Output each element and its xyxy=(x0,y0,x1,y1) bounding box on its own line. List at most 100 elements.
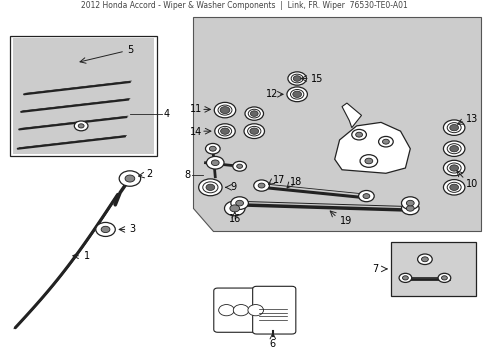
Text: 10: 10 xyxy=(466,179,478,189)
Circle shape xyxy=(198,179,222,196)
Circle shape xyxy=(449,145,458,152)
Circle shape xyxy=(214,124,235,139)
Text: 5: 5 xyxy=(127,45,133,55)
Circle shape xyxy=(443,120,464,135)
Circle shape xyxy=(382,139,388,144)
Circle shape xyxy=(244,107,263,120)
Text: 19: 19 xyxy=(339,216,351,226)
Text: 1: 1 xyxy=(83,251,89,261)
Circle shape xyxy=(244,124,264,139)
Circle shape xyxy=(406,200,413,206)
Circle shape xyxy=(248,109,260,118)
FancyBboxPatch shape xyxy=(213,288,267,332)
Circle shape xyxy=(358,190,373,202)
Circle shape xyxy=(449,184,458,190)
Circle shape xyxy=(401,197,418,210)
Text: 8: 8 xyxy=(184,170,190,180)
Circle shape xyxy=(232,161,246,171)
Circle shape xyxy=(290,90,303,99)
Circle shape xyxy=(402,276,407,280)
Text: 2012 Honda Accord - Wiper & Washer Components  |  Link, FR. Wiper  76530-TE0-A01: 2012 Honda Accord - Wiper & Washer Compo… xyxy=(81,1,407,10)
Circle shape xyxy=(449,165,458,171)
Circle shape xyxy=(290,74,303,83)
Circle shape xyxy=(235,200,243,206)
Circle shape xyxy=(218,305,234,316)
Polygon shape xyxy=(193,17,480,231)
Circle shape xyxy=(355,132,362,137)
Circle shape xyxy=(351,129,366,140)
Circle shape xyxy=(224,201,244,216)
Circle shape xyxy=(421,257,427,262)
Circle shape xyxy=(447,182,460,192)
Text: 16: 16 xyxy=(228,214,241,224)
Text: 17: 17 xyxy=(272,175,285,185)
Bar xyxy=(10,36,157,156)
Text: 3: 3 xyxy=(129,224,135,234)
Text: 12: 12 xyxy=(265,89,278,99)
Circle shape xyxy=(230,197,248,210)
Circle shape xyxy=(247,305,263,316)
Circle shape xyxy=(247,126,261,136)
Circle shape xyxy=(249,128,258,134)
Circle shape xyxy=(74,121,88,131)
Circle shape xyxy=(447,123,460,133)
Circle shape xyxy=(443,141,464,157)
Circle shape xyxy=(364,158,372,164)
Text: 4: 4 xyxy=(163,109,170,118)
Text: 6: 6 xyxy=(269,338,275,348)
Circle shape xyxy=(233,305,248,316)
Circle shape xyxy=(209,146,216,151)
Circle shape xyxy=(203,182,218,193)
Circle shape xyxy=(401,202,418,215)
Circle shape xyxy=(125,175,135,182)
Circle shape xyxy=(218,126,231,136)
Circle shape xyxy=(206,157,224,169)
Circle shape xyxy=(253,180,269,191)
Bar xyxy=(13,38,154,154)
Circle shape xyxy=(214,102,235,118)
Circle shape xyxy=(378,136,392,147)
Polygon shape xyxy=(341,103,361,128)
Polygon shape xyxy=(334,122,409,173)
Circle shape xyxy=(101,226,110,233)
FancyBboxPatch shape xyxy=(252,286,295,334)
Circle shape xyxy=(78,124,84,128)
Text: 14: 14 xyxy=(189,127,202,137)
Circle shape xyxy=(437,273,450,283)
Circle shape xyxy=(236,164,242,168)
Text: 13: 13 xyxy=(466,114,478,124)
Circle shape xyxy=(441,276,447,280)
Circle shape xyxy=(398,273,411,283)
Text: 15: 15 xyxy=(310,73,323,84)
Text: 7: 7 xyxy=(371,264,378,274)
Text: 11: 11 xyxy=(189,104,202,114)
Circle shape xyxy=(447,144,460,154)
Circle shape xyxy=(362,194,369,199)
Circle shape xyxy=(205,184,214,190)
Circle shape xyxy=(96,222,115,237)
Circle shape xyxy=(220,107,229,114)
Circle shape xyxy=(406,206,413,211)
Circle shape xyxy=(447,163,460,173)
Bar xyxy=(390,242,475,296)
Circle shape xyxy=(218,105,231,115)
Circle shape xyxy=(229,205,239,212)
Circle shape xyxy=(220,128,229,134)
Text: 18: 18 xyxy=(289,177,302,187)
Text: 2: 2 xyxy=(146,169,152,179)
Circle shape xyxy=(443,160,464,176)
Circle shape xyxy=(287,72,306,85)
Circle shape xyxy=(258,183,264,188)
Circle shape xyxy=(205,143,220,154)
Circle shape xyxy=(443,180,464,195)
Circle shape xyxy=(119,171,141,186)
Circle shape xyxy=(449,125,458,131)
Circle shape xyxy=(417,254,431,265)
Circle shape xyxy=(359,155,377,167)
Circle shape xyxy=(286,87,307,102)
Circle shape xyxy=(211,160,219,166)
Circle shape xyxy=(250,111,258,116)
Circle shape xyxy=(292,91,301,98)
Circle shape xyxy=(293,76,301,81)
Text: 9: 9 xyxy=(230,182,237,192)
